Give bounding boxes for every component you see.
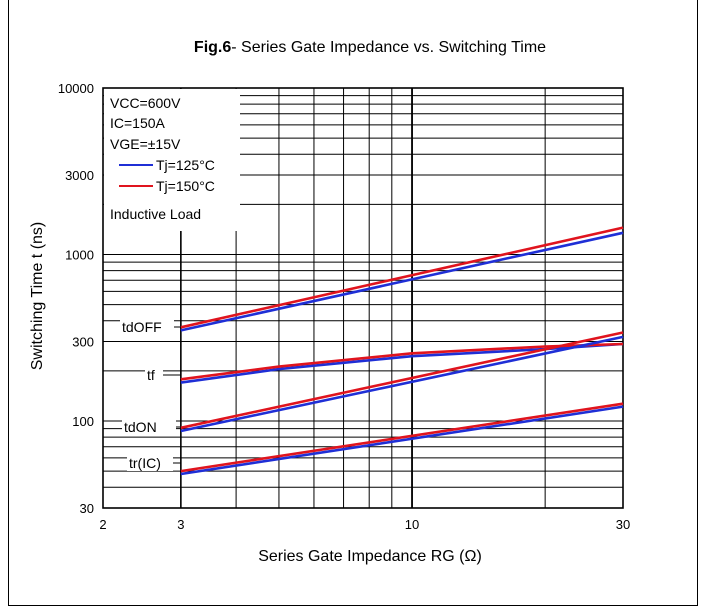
chart-title-bold: Fig.6: [194, 39, 231, 56]
x-tick-label: 2: [99, 517, 106, 532]
series-line-tdoff: [180, 226, 624, 329]
series-line-tdon: [180, 335, 624, 433]
condition-label: VCC=600V: [110, 95, 181, 111]
x-tick-label: 30: [616, 517, 630, 532]
legend-label: Tj=125°C: [156, 157, 215, 173]
axes: 30 100 300 1000 3000 10000 2 3 10 30: [58, 81, 630, 532]
curve-label: tdON: [124, 419, 157, 435]
legend: VCC=600V IC=150A VGE=±15V Tj=125°C Tj=150°C I…: [104, 89, 240, 231]
y-tick-label: 10000: [58, 81, 94, 96]
x-tick-label: 3: [177, 517, 184, 532]
y-tick-label: 300: [72, 335, 94, 350]
y-tick-label: 100: [72, 414, 94, 429]
y-axis-title: Switching Time t (ns): [29, 222, 46, 370]
series-line-tdoff: [180, 231, 624, 332]
series: [180, 226, 624, 476]
y-tick-label: 3000: [65, 168, 94, 183]
series-line-tf: [180, 342, 624, 381]
curve-label: tr(IC): [129, 455, 161, 471]
curve-label-bg: [145, 367, 163, 383]
plot-border: [102, 87, 624, 509]
condition-label: Inductive Load: [110, 206, 201, 222]
curve-labels: tdOFF tf tdON tr(IC): [120, 319, 181, 471]
condition-label: IC=150A: [110, 115, 166, 131]
y-tick-label: 1000: [65, 247, 94, 262]
chart-title-rest: - Series Gate Impedance vs. Switching Ti…: [231, 39, 546, 56]
chart-frame: [8, 0, 698, 606]
series-line-tric: [180, 405, 624, 476]
curve-label-bg: [122, 419, 176, 435]
curve-label: tdOFF: [122, 319, 162, 335]
curve-label-bg: [120, 319, 174, 335]
x-tick-label: 10: [405, 517, 419, 532]
curve-label: tf: [147, 367, 155, 383]
y-tick-label: 30: [80, 501, 94, 516]
condition-label: VGE=±15V: [110, 136, 181, 152]
series-line-tdon: [180, 331, 624, 430]
legend-box: [104, 89, 240, 231]
series-line-tric: [180, 402, 624, 473]
chart-title: Fig.6- Series Gate Impedance vs. Switchi…: [194, 39, 546, 56]
curve-label-bg: [127, 455, 173, 471]
x-axis-title: Series Gate Impedance RG (Ω): [258, 548, 482, 565]
legend-label: Tj=150°C: [156, 178, 215, 194]
